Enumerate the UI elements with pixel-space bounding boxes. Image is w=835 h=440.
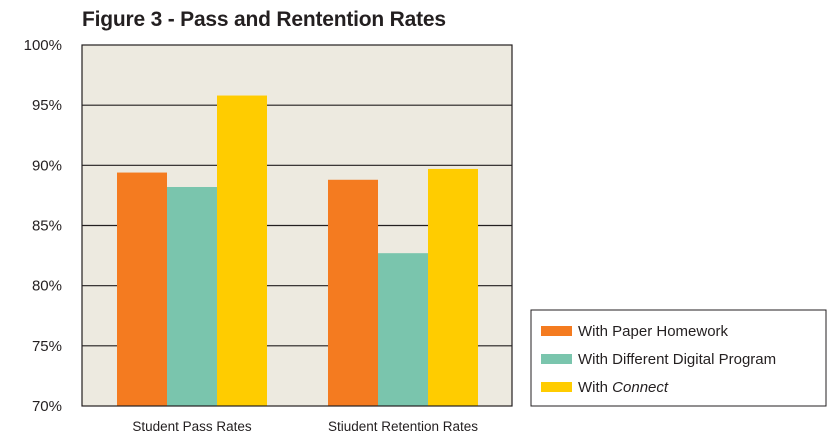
x-axis-ticks: Student Pass Rates Stiudent Retention Rat…: [132, 419, 478, 434]
legend-swatch: [541, 354, 572, 364]
y-tick-label: 85%: [32, 218, 62, 235]
legend-label: With Different Digital Program: [578, 351, 776, 368]
chart-title: Figure 3 - Pass and Rentention Rates: [82, 8, 446, 31]
y-tick-label: 70%: [32, 398, 62, 415]
legend-label: With Connect: [578, 379, 669, 396]
plot-border: [81, 44, 513, 407]
bar: [167, 186, 217, 406]
x-tick-label: Student Pass Rates: [132, 419, 252, 434]
legend-box: [530, 309, 827, 407]
bar: [378, 253, 428, 406]
legend-label: With Paper Homework: [578, 323, 729, 340]
legend-swatch: [541, 382, 572, 392]
bar: [117, 172, 167, 406]
bar: [428, 168, 478, 406]
legend-swatch: [541, 326, 572, 336]
legend: With Paper Homework With Different Digita…: [530, 309, 827, 407]
y-tick-label: 100%: [24, 37, 62, 54]
x-tick-label: Stiudent Retention Rates: [328, 419, 478, 434]
y-axis-ticks: 70% 75% 80% 85% 90% 95% 100%: [24, 37, 62, 415]
bar: [328, 179, 378, 406]
bar: [217, 95, 267, 406]
y-tick-label: 75%: [32, 338, 62, 355]
y-tick-label: 80%: [32, 278, 62, 295]
y-tick-label: 90%: [32, 157, 62, 174]
bars: [117, 95, 478, 406]
y-tick-label: 95%: [32, 97, 62, 114]
